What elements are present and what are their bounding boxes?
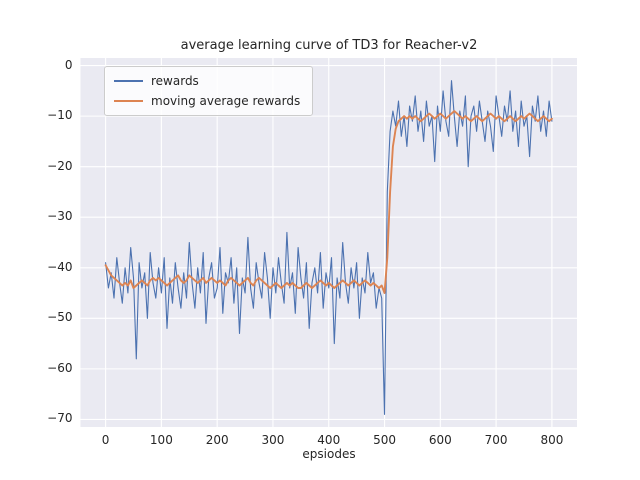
x-tick-label: 800 <box>540 433 564 447</box>
legend-label-moving-average: moving average rewards <box>151 94 301 108</box>
x-axis-label: epsiodes <box>302 447 356 461</box>
moving-average-line-swatch <box>114 100 143 102</box>
y-tick-label: 0 <box>64 57 73 72</box>
y-tick-label: −50 <box>47 310 73 325</box>
y-tick-label: −30 <box>47 209 73 224</box>
rewards-line-swatch <box>114 80 143 82</box>
y-tick-label: −60 <box>47 360 73 375</box>
legend-label-rewards: rewards <box>151 74 199 88</box>
legend: rewards moving average rewards <box>104 66 314 116</box>
series-line-moving-average-rewards <box>104 110 553 294</box>
y-tick-label: −40 <box>47 259 73 274</box>
legend-item-moving-average: moving average rewards <box>114 94 300 108</box>
x-tick-label: 700 <box>484 433 508 447</box>
x-tick-label: 300 <box>261 433 285 447</box>
x-tick-label: 200 <box>205 433 229 447</box>
x-tick-label: 500 <box>373 433 396 447</box>
legend-item-rewards: rewards <box>114 74 300 88</box>
y-tick-label: −20 <box>47 158 73 173</box>
x-tick-label: 100 <box>149 433 173 447</box>
x-tick-label: 600 <box>428 433 452 447</box>
x-tick-label: 0 <box>101 433 110 447</box>
series-line-rewards <box>105 80 553 415</box>
y-tick-label: −70 <box>47 411 73 426</box>
x-tick-label: 400 <box>317 433 341 447</box>
chart-title: average learning curve of TD3 for Reache… <box>180 38 478 53</box>
y-tick-label: −10 <box>47 108 73 123</box>
